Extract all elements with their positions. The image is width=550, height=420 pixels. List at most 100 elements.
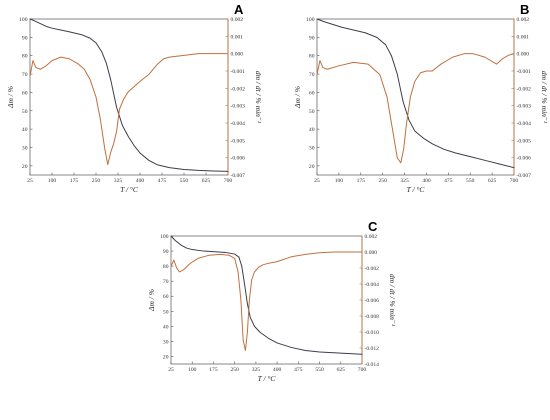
y-left-tick-label: 80 (163, 264, 169, 270)
y-right-tick-label: -0.002 (231, 86, 246, 92)
y-left-tick-label: 70 (22, 72, 28, 78)
y-right-tick-label: 0.002 (231, 17, 244, 23)
x-tick-label: 175 (357, 178, 366, 184)
y-left-tick-label: 50 (309, 109, 315, 115)
y-left-tick-label: 20 (22, 164, 28, 170)
y-right-tick-label: -0.010 (365, 330, 380, 336)
y-right-tick-label: -0.014 (365, 362, 380, 368)
x-tick-label: 475 (158, 178, 167, 184)
y-right-tick-label: -0.003 (517, 104, 532, 110)
plot-frame (29, 18, 229, 176)
y-right-tick-label: -0.005 (517, 138, 532, 144)
y-right-tick-label: -0.006 (517, 156, 532, 162)
dtg-line (316, 53, 515, 164)
x-tick-label: 550 (180, 178, 189, 184)
y-right-tick-label: 0.001 (231, 34, 244, 40)
x-tick-label: 100 (48, 178, 57, 184)
x-tick-label: 250 (378, 178, 387, 184)
dtg-line (29, 53, 229, 166)
y-right-tick-label: -0.002 (517, 86, 532, 92)
y-left-tick-label: 80 (309, 54, 315, 60)
y-left-tick-label: 60 (163, 294, 169, 300)
y-right-tick-label: 0.000 (365, 250, 378, 256)
y-right-tick-label: -0.005 (231, 138, 246, 144)
x-tick-label: 250 (230, 367, 239, 373)
panel-a: 25 100 175 250 325 400 475 550 625 700 20 30 40 50 60 7… (6, 2, 263, 194)
y-right-tick-label: -0.001 (231, 69, 246, 75)
y-left-tick-label: 30 (22, 145, 28, 151)
y-right-tick-label: -0.008 (365, 314, 380, 320)
y-right-tick-label: -0.004 (231, 121, 246, 127)
y-left-tick-label: 40 (22, 127, 28, 133)
y-left-tick-label: 20 (163, 354, 169, 360)
mass-loss-line (316, 18, 515, 169)
y-right-tick-label: 0.001 (517, 34, 530, 40)
y-right-axis-label: dm / dt / % min⁻¹ (254, 71, 263, 124)
y-right-axis-label: dm / dt / % min⁻¹ (540, 71, 549, 124)
x-tick-label: 700 (510, 178, 519, 184)
y-left-tick-label: 40 (163, 324, 169, 330)
y-right-axis-label: dm / dt / % min⁻¹ (388, 274, 397, 327)
y-left-axis-label: Δm / % (293, 86, 302, 109)
plot-frame (316, 18, 515, 176)
y-right-tick-label: -0.007 (517, 173, 532, 179)
x-tick-label: 625 (337, 367, 346, 373)
y-left-tick-label: 100 (19, 17, 28, 23)
x-tick-label: 400 (136, 178, 145, 184)
y-right-tick-label: -0.004 (517, 121, 532, 127)
x-tick-label: 625 (202, 178, 211, 184)
x-axis-label: T / °C (258, 374, 277, 383)
y-right-tick-label: 0.002 (365, 234, 378, 240)
panel-c: 25 100 175 250 325 400 475 550 625 700 20 30 40 50 60 7… (147, 219, 397, 383)
x-tick-label: 325 (252, 367, 261, 373)
y-left-tick-label: 100 (160, 234, 169, 240)
y-left-tick-label: 90 (163, 249, 169, 255)
x-tick-label: 25 (27, 178, 33, 184)
y-left-tick-label: 20 (309, 164, 315, 170)
x-tick-label: 100 (188, 367, 197, 373)
y-right-tick-label: -0.006 (365, 298, 380, 304)
panel-letter: C (368, 219, 378, 234)
x-axis-label: T / °C (120, 185, 139, 194)
x-tick-label: 625 (488, 178, 497, 184)
y-right-tick-label: 0.002 (517, 17, 530, 23)
x-tick-label: 175 (70, 178, 79, 184)
y-right-tick-label: 0.000 (517, 52, 530, 58)
x-tick-label: 400 (273, 367, 282, 373)
mass-loss-line (29, 18, 229, 172)
x-tick-label: 475 (294, 367, 303, 373)
y-right-tick-label: -0.001 (517, 69, 532, 75)
y-left-tick-label: 100 (306, 17, 315, 23)
x-tick-label: 700 (224, 178, 233, 184)
x-tick-label: 550 (315, 367, 324, 373)
y-right-tick-label: 0.000 (231, 52, 244, 58)
y-left-tick-label: 60 (309, 90, 315, 96)
y-left-tick-label: 50 (22, 109, 28, 115)
y-right-tick-label: -0.007 (231, 173, 246, 179)
x-tick-label: 25 (168, 367, 174, 373)
y-left-tick-label: 70 (309, 72, 315, 78)
y-left-tick-label: 90 (22, 35, 28, 41)
y-left-tick-label: 70 (163, 279, 169, 285)
panel-letter: A (234, 2, 244, 17)
y-left-axis-label: Δm / % (147, 289, 156, 312)
panel-b: 25 100 175 250 325 400 475 550 625 700 20 30 40 50 60 7… (293, 2, 549, 194)
y-left-tick-label: 30 (163, 339, 169, 345)
y-left-tick-label: 50 (163, 309, 169, 315)
y-left-tick-label: 90 (309, 35, 315, 41)
y-right-tick-label: -0.003 (231, 104, 246, 110)
x-tick-label: 400 (422, 178, 431, 184)
plot-frame (170, 235, 363, 365)
y-right-tick-label: -0.004 (365, 282, 380, 288)
x-tick-label: 25 (314, 178, 320, 184)
x-tick-label: 700 (358, 367, 367, 373)
mass-loss-line (170, 235, 363, 355)
x-tick-label: 100 (335, 178, 344, 184)
y-left-tick-label: 40 (309, 127, 315, 133)
y-left-tick-label: 80 (22, 54, 28, 60)
x-tick-label: 175 (209, 367, 218, 373)
y-left-tick-label: 60 (22, 90, 28, 96)
x-axis-label: T / °C (407, 185, 426, 194)
x-tick-label: 550 (466, 178, 475, 184)
